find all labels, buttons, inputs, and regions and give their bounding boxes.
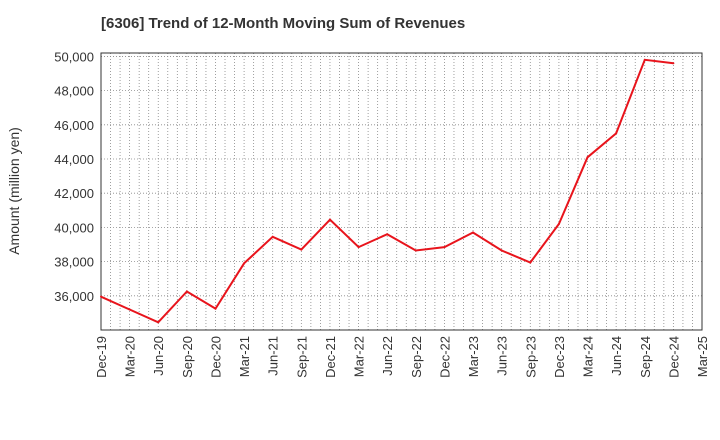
x-tick-label: Dec-19	[94, 336, 109, 378]
y-axis-label: Amount (million yen)	[6, 127, 22, 255]
data-point	[472, 231, 475, 234]
x-tick-label: Jun-21	[266, 336, 281, 376]
data-point	[357, 246, 360, 249]
data-point	[157, 321, 160, 324]
data-point	[386, 233, 389, 236]
x-tick-label: Dec-22	[437, 336, 452, 378]
data-point	[672, 62, 675, 65]
y-tick-label: 50,000	[54, 49, 94, 64]
data-point	[128, 308, 131, 311]
x-tick-label: Mar-25	[695, 336, 710, 377]
x-tick-label: Dec-21	[323, 336, 338, 378]
x-tick-label: Sep-22	[409, 336, 424, 378]
y-tick-label: 48,000	[54, 84, 94, 99]
y-tick-label: 42,000	[54, 186, 94, 201]
grid-lines	[101, 53, 702, 330]
data-point	[615, 132, 618, 135]
y-tick-label: 40,000	[54, 220, 94, 235]
y-tick-label: 46,000	[54, 118, 94, 133]
data-point	[443, 246, 446, 249]
x-tick-label: Sep-24	[638, 336, 653, 378]
x-tick-label: Sep-23	[523, 336, 538, 378]
y-tick-label: 44,000	[54, 152, 94, 167]
x-tick-label: Jun-22	[380, 336, 395, 376]
x-tick-label: Mar-21	[237, 336, 252, 377]
x-tick-label: Mar-22	[352, 336, 367, 377]
x-tick-label: Mar-20	[123, 336, 138, 377]
x-tick-label: Mar-23	[466, 336, 481, 377]
data-point	[271, 235, 274, 238]
data-point	[214, 307, 217, 310]
chart-title: [6306] Trend of 12-Month Moving Sum of R…	[101, 15, 466, 32]
data-point	[643, 58, 646, 61]
y-axis-ticks: 36,000 38,000 40,000 42,000 44,000 46,000 48,0…	[54, 49, 94, 303]
data-point	[185, 290, 188, 293]
data-point	[529, 261, 532, 264]
plot-area-frame	[100, 52, 703, 331]
x-tick-label: Dec-23	[552, 336, 567, 378]
x-tick-label: Mar-24	[581, 336, 596, 377]
data-point	[500, 249, 503, 252]
y-tick-label: 38,000	[54, 255, 94, 270]
x-tick-label: Jun-24	[609, 336, 624, 376]
y-tick-label: 36,000	[54, 289, 94, 304]
x-tick-label: Jun-20	[151, 336, 166, 376]
x-tick-label: Dec-24	[666, 336, 681, 378]
data-point	[100, 295, 102, 298]
data-point	[557, 222, 560, 225]
x-axis-ticks: Dec-19 Mar-20 Jun-20 Sep-20 Dec-20 Mar-21 Jun-…	[94, 336, 710, 378]
data-point	[586, 156, 589, 159]
data-point	[243, 262, 246, 265]
x-tick-label: Sep-21	[294, 336, 309, 378]
x-tick-label: Sep-20	[180, 336, 195, 378]
x-tick-label: Jun-23	[495, 336, 510, 376]
data-point	[300, 248, 303, 251]
x-tick-label: Dec-20	[208, 336, 223, 378]
data-point	[328, 218, 331, 221]
data-point	[414, 249, 417, 252]
